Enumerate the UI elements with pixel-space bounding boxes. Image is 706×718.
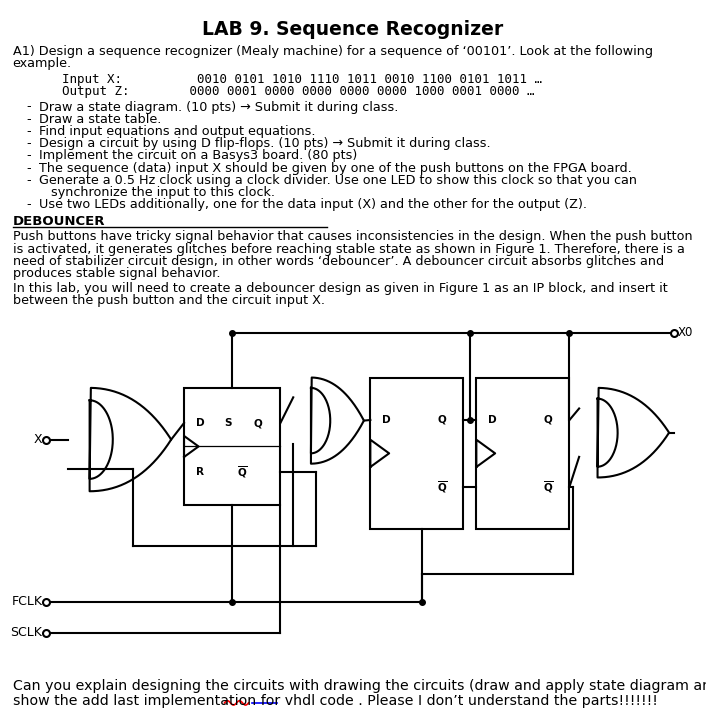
Text: -: - <box>26 113 31 126</box>
Text: R: R <box>196 467 203 477</box>
Text: $\mathbf{\overline{Q}}$: $\mathbf{\overline{Q}}$ <box>237 465 248 480</box>
Text: S: S <box>225 418 232 428</box>
Bar <box>371 378 463 529</box>
Text: FCLK: FCLK <box>11 595 42 608</box>
Text: -: - <box>26 162 31 174</box>
Text: LAB 9. Sequence Recognizer: LAB 9. Sequence Recognizer <box>203 20 503 39</box>
Text: $\mathbf{\overline{Q}}$: $\mathbf{\overline{Q}}$ <box>544 479 554 495</box>
Text: Q: Q <box>544 415 552 425</box>
Text: X0: X0 <box>678 326 693 339</box>
Bar <box>184 388 280 505</box>
Text: -: - <box>26 101 31 113</box>
Text: A1) Design a sequence recognizer (Mealy machine) for a sequence of ‘00101’. Look: A1) Design a sequence recognizer (Mealy … <box>13 45 653 58</box>
Text: D: D <box>488 415 496 425</box>
Text: need of stabilizer circuit design, in other words ‘debouncer’. A debouncer circu: need of stabilizer circuit design, in ot… <box>13 255 664 268</box>
Text: produces stable signal behavior.: produces stable signal behavior. <box>13 267 220 280</box>
Text: Push buttons have tricky signal behavior that causes inconsistencies in the desi: Push buttons have tricky signal behavior… <box>13 230 693 243</box>
Text: between the push button and the circuit input X.: between the push button and the circuit … <box>13 294 325 307</box>
Text: The sequence (data) input X should be given by one of the push buttons on the FP: The sequence (data) input X should be gi… <box>39 162 632 174</box>
Text: Q: Q <box>438 415 446 425</box>
Text: Can you explain designing the circuits with drawing the circuits (draw and apply: Can you explain designing the circuits w… <box>13 679 706 693</box>
Text: -: - <box>26 137 31 150</box>
Text: -: - <box>26 149 31 162</box>
Text: Implement the circuit on a Basys3 board. (80 pts): Implement the circuit on a Basys3 board.… <box>39 149 357 162</box>
Bar <box>477 378 570 529</box>
Text: -: - <box>26 198 31 211</box>
Text: Input X:          0010 0101 1010 1110 1011 0010 1100 0101 1011 …: Input X: 0010 0101 1010 1110 1011 0010 1… <box>62 73 542 85</box>
Text: Output Z:        0000 0001 0000 0000 0000 0000 1000 0001 0000 …: Output Z: 0000 0001 0000 0000 0000 0000 … <box>62 85 534 98</box>
Text: Use two LEDs additionally, one for the data input (X) and the other for the outp: Use two LEDs additionally, one for the d… <box>39 198 587 211</box>
Text: example.: example. <box>13 57 72 70</box>
Text: show the add last implementation for vhdl code . Please I don’t understand the p: show the add last implementation for vhd… <box>13 694 657 707</box>
Text: SCLK: SCLK <box>11 626 42 639</box>
Text: $\mathbf{\overline{Q}}$: $\mathbf{\overline{Q}}$ <box>438 479 448 495</box>
Text: Generate a 0.5 Hz clock using a clock divider. Use one LED to show this clock so: Generate a 0.5 Hz clock using a clock di… <box>39 174 637 187</box>
Text: -: - <box>26 174 31 187</box>
Text: D: D <box>196 418 204 428</box>
Text: D: D <box>381 415 390 425</box>
Text: Draw a state diagram. (10 pts) → Submit it during class.: Draw a state diagram. (10 pts) → Submit … <box>39 101 398 113</box>
Text: Draw a state table.: Draw a state table. <box>39 113 161 126</box>
Text: -: - <box>26 125 31 138</box>
Text: X: X <box>34 433 42 446</box>
Text: Find input equations and output equations.: Find input equations and output equation… <box>39 125 316 138</box>
Text: synchronize the input to this clock.: synchronize the input to this clock. <box>51 186 275 199</box>
Text: DEBOUNCER: DEBOUNCER <box>13 215 105 228</box>
Text: Design a circuit by using D flip-flops. (10 pts) → Submit it during class.: Design a circuit by using D flip-flops. … <box>39 137 491 150</box>
Text: is activated, it generates glitches before reaching stable state as shown in Fig: is activated, it generates glitches befo… <box>13 243 685 256</box>
Text: In this lab, you will need to create a debouncer design as given in Figure 1 as : In this lab, you will need to create a d… <box>13 282 667 295</box>
Text: Q: Q <box>253 418 262 428</box>
